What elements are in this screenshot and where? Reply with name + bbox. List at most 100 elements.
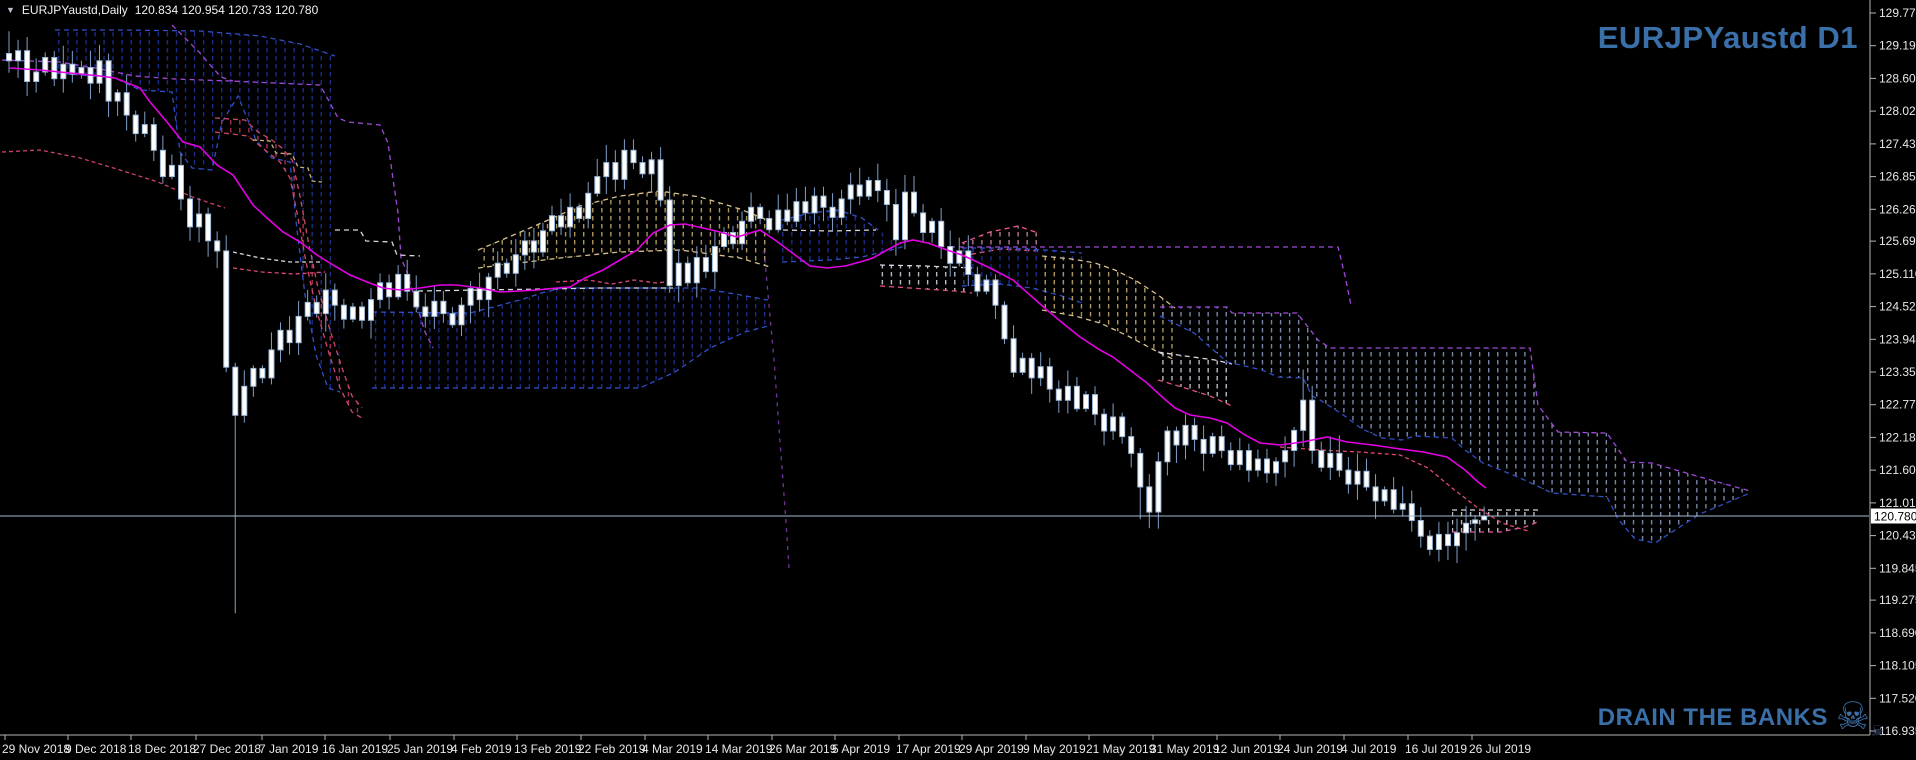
candle bbox=[33, 71, 40, 82]
violet-span-flat-long bbox=[950, 246, 1352, 306]
candle bbox=[1472, 519, 1479, 524]
date-axis-label: 27 Dec 2018 bbox=[193, 742, 261, 756]
candle bbox=[123, 92, 130, 116]
price-axis-label: 127.435 bbox=[1879, 137, 1916, 151]
date-axis-label: 17 Apr 2019 bbox=[896, 742, 961, 756]
candle bbox=[223, 250, 230, 368]
date-axis-label: 25 Jan 2019 bbox=[387, 742, 453, 756]
candle bbox=[395, 273, 402, 298]
candle bbox=[322, 289, 329, 315]
candle bbox=[721, 232, 727, 247]
symbol-info-bar[interactable]: ▼ EURJPYaustd,Daily 120.834 120.954 120.… bbox=[6, 3, 318, 17]
date-axis-label: 5 Apr 2019 bbox=[832, 742, 890, 756]
candle bbox=[485, 276, 492, 301]
candle bbox=[911, 191, 917, 214]
date-axis-label: 9 Dec 2018 bbox=[65, 742, 127, 756]
candle bbox=[250, 367, 257, 387]
candle bbox=[1155, 461, 1162, 513]
candle bbox=[1390, 489, 1397, 510]
candle bbox=[69, 63, 76, 75]
candle bbox=[639, 162, 646, 175]
price-axis-label: 128.020 bbox=[1879, 104, 1916, 118]
price-axis-label: 120.430 bbox=[1879, 529, 1916, 543]
date-axis-label: 26 Jul 2019 bbox=[1469, 742, 1531, 756]
candle bbox=[214, 240, 221, 252]
candle bbox=[386, 282, 393, 298]
candle bbox=[793, 201, 800, 222]
candle bbox=[1119, 416, 1126, 438]
kumo-july-white bbox=[1158, 352, 1232, 406]
candle bbox=[241, 385, 248, 416]
candle bbox=[377, 282, 384, 301]
candle bbox=[684, 262, 691, 284]
candle bbox=[1354, 470, 1361, 485]
date-axis-label: 4 Feb 2019 bbox=[451, 742, 512, 756]
kumo-central-tan bbox=[478, 191, 770, 268]
candle bbox=[1399, 503, 1406, 510]
crimson-descent-july bbox=[1279, 446, 1529, 532]
date-axis-label: 4 Jul 2019 bbox=[1341, 742, 1397, 756]
current-price-tag bbox=[1871, 508, 1916, 524]
price-axis[interactable]: 129.775 129.190 128.605 128.020 127.435 126.8… bbox=[1869, 0, 1916, 738]
candle bbox=[820, 195, 827, 208]
candle bbox=[404, 273, 411, 292]
candle bbox=[259, 367, 266, 379]
candle bbox=[612, 162, 619, 180]
candle bbox=[1092, 394, 1098, 415]
price-axis-label: 126.850 bbox=[1879, 170, 1916, 184]
candle bbox=[196, 213, 203, 228]
candle bbox=[1200, 438, 1207, 454]
kumo-maroon-band bbox=[215, 118, 362, 418]
candle bbox=[458, 304, 465, 326]
candle bbox=[1191, 424, 1198, 440]
date-axis-label: 13 Feb 2019 bbox=[514, 742, 582, 756]
date-axis-label: 4 Mar 2019 bbox=[642, 742, 703, 756]
candle bbox=[576, 206, 583, 220]
candle bbox=[675, 262, 682, 287]
candle bbox=[1227, 450, 1234, 466]
candle bbox=[96, 60, 103, 84]
candle bbox=[340, 304, 347, 320]
candle bbox=[1218, 436, 1225, 452]
candle bbox=[883, 190, 890, 205]
price-axis-label: 125.695 bbox=[1879, 234, 1916, 248]
price-axis-label: 126.265 bbox=[1879, 202, 1916, 216]
white-step-march bbox=[335, 229, 421, 257]
candle bbox=[956, 250, 963, 264]
candle bbox=[748, 206, 755, 222]
candle bbox=[1028, 357, 1035, 379]
candle bbox=[594, 176, 601, 194]
candle bbox=[1010, 338, 1017, 373]
candle bbox=[1291, 429, 1298, 451]
candle bbox=[1019, 357, 1026, 373]
candle bbox=[847, 184, 854, 200]
date-axis-label: 9 May 2019 bbox=[1023, 742, 1086, 756]
candle bbox=[666, 199, 673, 287]
candle bbox=[141, 124, 148, 134]
symbol-name-label: EURJPYaustd,Daily bbox=[21, 3, 128, 17]
price-axis-label: 123.355 bbox=[1879, 365, 1916, 379]
candle bbox=[1083, 394, 1089, 410]
candle bbox=[349, 306, 356, 320]
candle bbox=[802, 201, 809, 214]
candle bbox=[286, 329, 293, 344]
candle bbox=[1182, 424, 1189, 446]
candle bbox=[1264, 458, 1270, 474]
price-axis-label: 117.520 bbox=[1879, 691, 1916, 705]
violet-span-vertical bbox=[763, 249, 790, 569]
candle bbox=[512, 254, 519, 274]
candle bbox=[1273, 461, 1279, 474]
candle bbox=[1173, 430, 1180, 446]
candle bbox=[150, 124, 157, 151]
candle bbox=[730, 232, 736, 245]
candle bbox=[114, 92, 121, 102]
candle bbox=[168, 164, 175, 178]
crimson-zigzag-center bbox=[555, 279, 675, 285]
candle bbox=[1164, 430, 1171, 463]
kumo-may-white bbox=[880, 265, 972, 293]
kumo-top-left-navy bbox=[55, 30, 340, 392]
candle bbox=[947, 246, 954, 264]
candle bbox=[856, 184, 863, 197]
